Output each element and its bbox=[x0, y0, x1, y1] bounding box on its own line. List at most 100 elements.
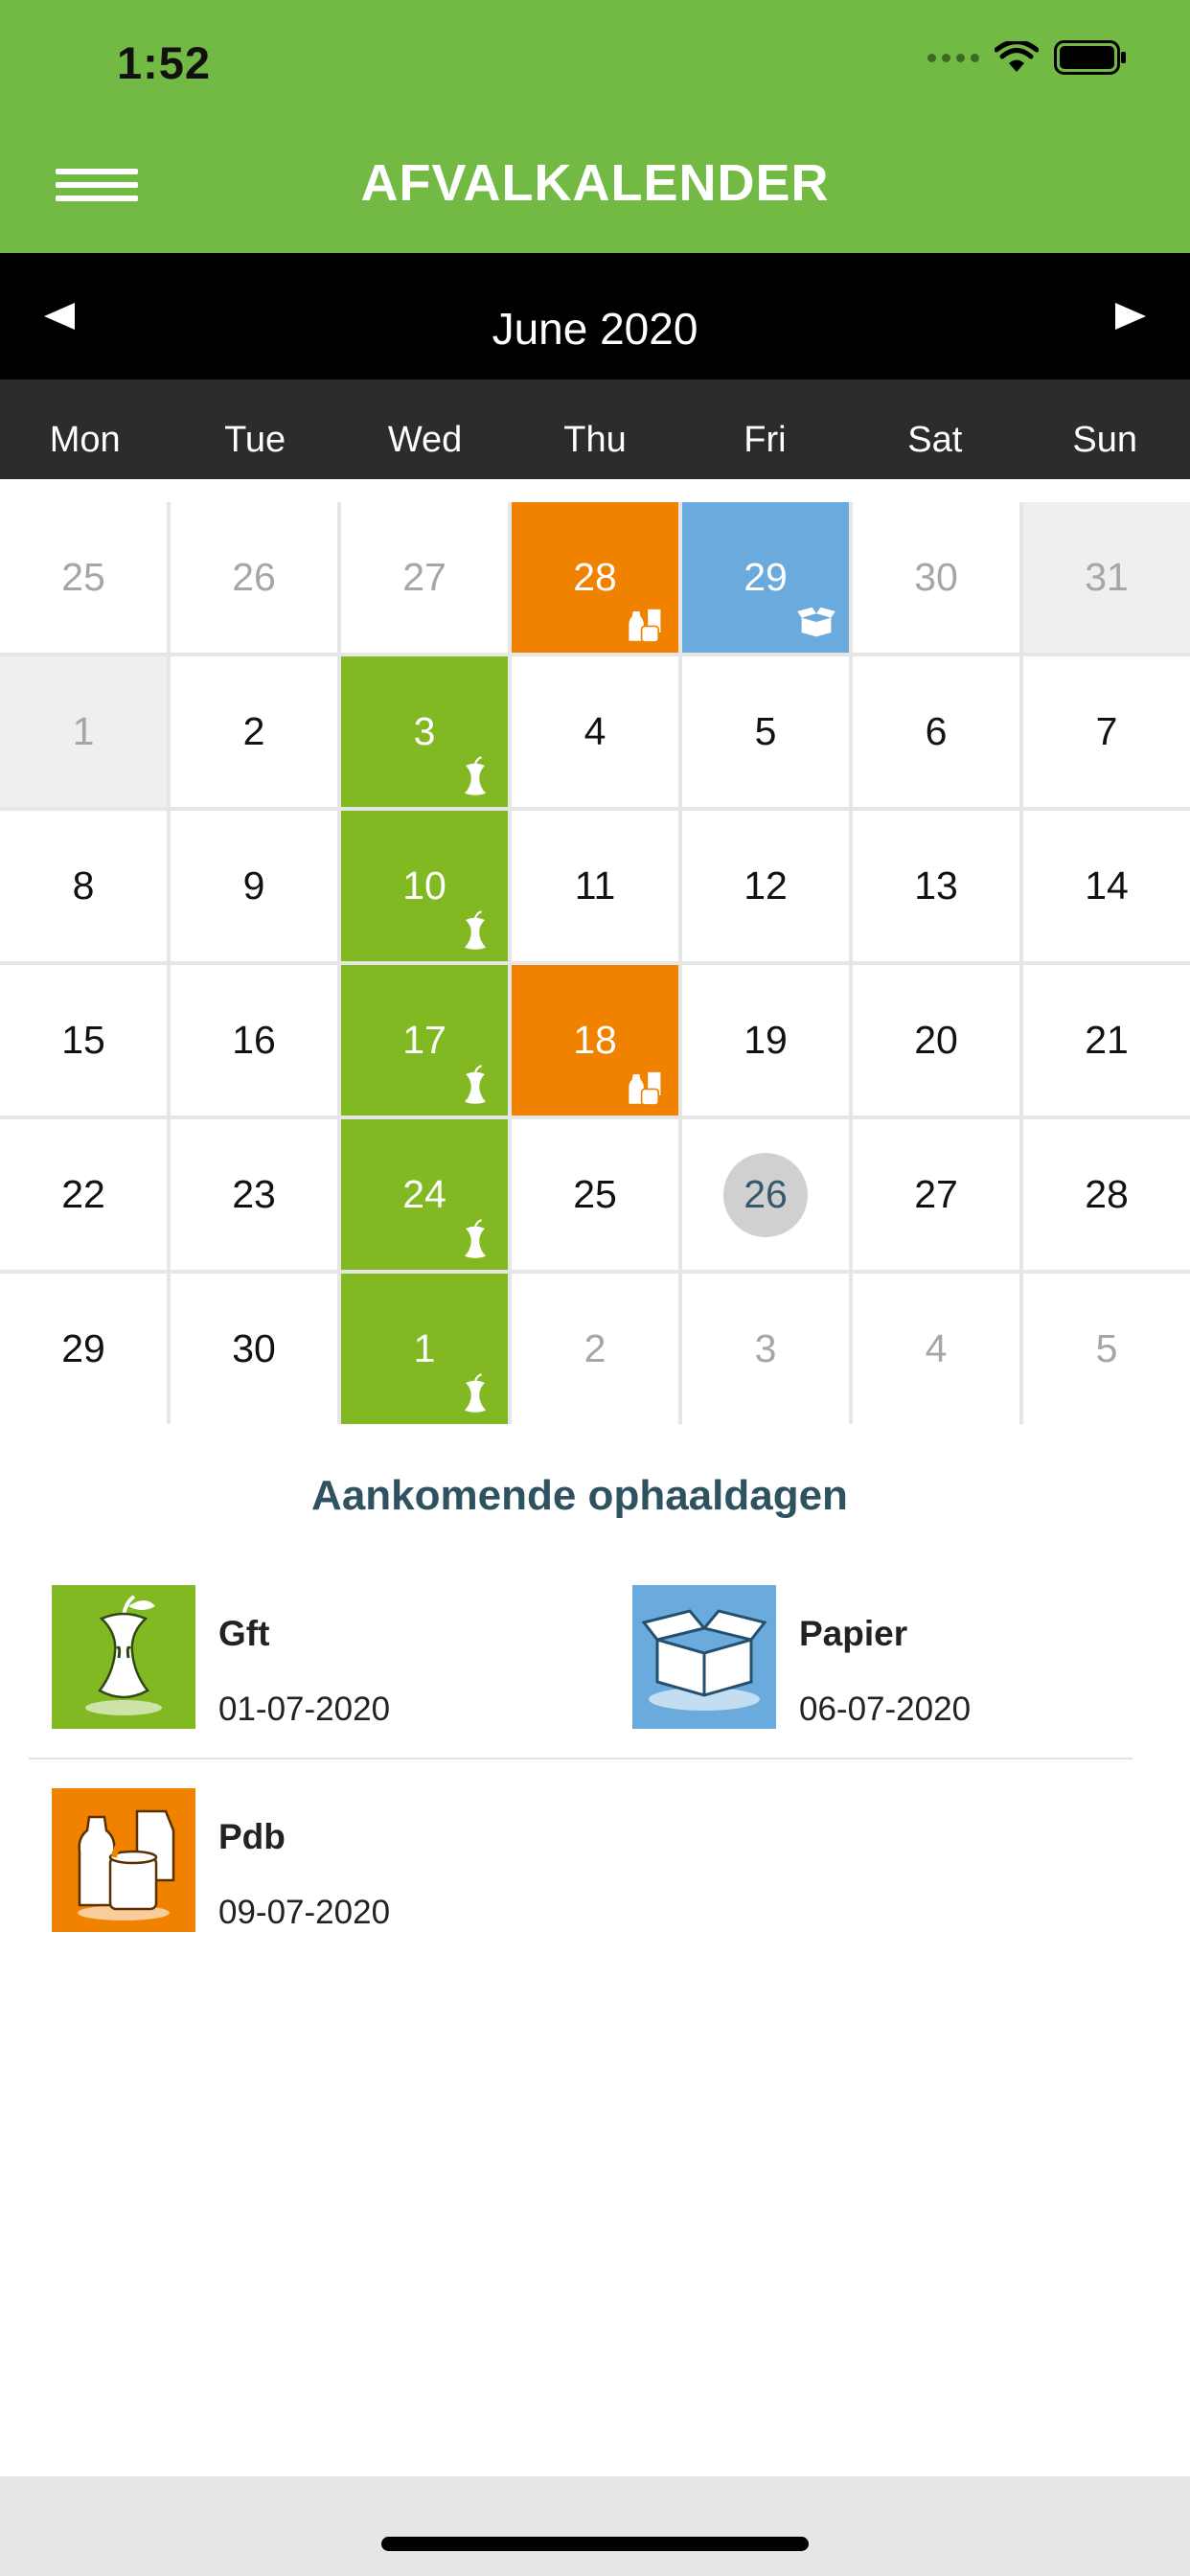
day-number: 4 bbox=[584, 709, 606, 753]
item-date: 06-07-2020 bbox=[799, 1690, 972, 1728]
calendar-day-cell[interactable]: 29 bbox=[0, 1274, 167, 1424]
wifi-icon bbox=[995, 41, 1039, 72]
day-number: 16 bbox=[232, 1018, 276, 1062]
triangle-right-icon[interactable] bbox=[1111, 297, 1150, 335]
calendar-day-cell[interactable]: 12 bbox=[682, 811, 849, 961]
list-divider bbox=[29, 1758, 1133, 1760]
day-number: 9 bbox=[242, 863, 265, 908]
calendar-day-cell[interactable]: 2 bbox=[512, 1274, 678, 1424]
calendar-day-cell[interactable]: 5 bbox=[1023, 1274, 1190, 1424]
calendar-day-cell[interactable]: 18 bbox=[512, 965, 678, 1116]
day-number: 3 bbox=[413, 709, 436, 753]
calendar-day-cell[interactable]: 3 bbox=[682, 1274, 849, 1424]
day-number: 6 bbox=[925, 709, 948, 753]
calendar-day-cell[interactable]: 27 bbox=[341, 502, 508, 653]
day-number: 13 bbox=[914, 863, 958, 908]
upcoming-title: Aankomende ophaaldagen bbox=[311, 1472, 848, 1519]
calendar-day-cell[interactable]: 31 bbox=[1023, 502, 1190, 653]
apple-core-icon bbox=[465, 1373, 486, 1413]
calendar-day-cell[interactable]: 11 bbox=[512, 811, 678, 961]
item-date: 01-07-2020 bbox=[218, 1690, 391, 1728]
day-number: 28 bbox=[573, 555, 617, 599]
calendar-day-cell[interactable]: 14 bbox=[1023, 811, 1190, 961]
day-number: 8 bbox=[72, 863, 95, 908]
bottles-cans-icon bbox=[52, 1788, 195, 1932]
calendar-day-cell[interactable]: 9 bbox=[171, 811, 337, 961]
calendar-day-cell[interactable]: 17 bbox=[341, 965, 508, 1116]
calendar-day-cell[interactable]: 4 bbox=[853, 1274, 1019, 1424]
day-number: 31 bbox=[1085, 555, 1129, 599]
status-time: 1:52 bbox=[117, 37, 212, 88]
upcoming-item-gft[interactable]: Gft 01-07-2020 bbox=[52, 1585, 390, 1729]
day-number: 24 bbox=[402, 1172, 446, 1216]
day-number: 22 bbox=[61, 1172, 105, 1216]
calendar-day-cell[interactable]: 7 bbox=[1023, 656, 1190, 807]
battery-icon bbox=[1054, 40, 1126, 75]
calendar-day-cell[interactable]: 16 bbox=[171, 965, 337, 1116]
home-indicator-area bbox=[0, 2476, 1190, 2576]
triangle-left-icon[interactable] bbox=[40, 297, 79, 335]
calendar-day-cell[interactable]: 6 bbox=[853, 656, 1019, 807]
menu-button[interactable] bbox=[56, 169, 138, 207]
upcoming-item-pdb[interactable]: Pdb 09-07-2020 bbox=[52, 1788, 390, 1932]
calendar-day-cell[interactable]: 27 bbox=[853, 1119, 1019, 1270]
item-name: Pdb bbox=[218, 1817, 286, 1856]
upcoming-item-papier[interactable]: Papier 06-07-2020 bbox=[632, 1585, 971, 1729]
calendar-day-cell[interactable]: 24 bbox=[341, 1119, 508, 1270]
day-number: 2 bbox=[242, 709, 265, 753]
calendar-day-cell[interactable]: 22 bbox=[0, 1119, 167, 1270]
calendar-day-cell[interactable]: 8 bbox=[0, 811, 167, 961]
day-number: 11 bbox=[574, 863, 616, 908]
calendar-day-cell[interactable]: 13 bbox=[853, 811, 1019, 961]
day-number: 18 bbox=[573, 1018, 617, 1062]
day-number: 19 bbox=[744, 1018, 788, 1062]
calendar-day-cell[interactable]: 25 bbox=[512, 1119, 678, 1270]
calendar-day-cell[interactable]: 19 bbox=[682, 965, 849, 1116]
apple-core-icon bbox=[465, 910, 486, 950]
day-number: 29 bbox=[61, 1326, 105, 1370]
apple-core-icon bbox=[465, 1065, 486, 1104]
bottles-cans-icon bbox=[629, 1071, 661, 1106]
day-number: 27 bbox=[402, 555, 446, 599]
weekday-header: Mon Tue Wed Thu Fri Sat Sun bbox=[0, 380, 1190, 479]
calendar-day-cell[interactable]: 25 bbox=[0, 502, 167, 653]
calendar-day-cell[interactable]: 15 bbox=[0, 965, 167, 1116]
calendar-day-cell[interactable]: 21 bbox=[1023, 965, 1190, 1116]
calendar-day-cell[interactable]: 29 bbox=[682, 502, 849, 653]
day-number: 23 bbox=[232, 1172, 276, 1216]
calendar-day-cell[interactable]: 10 bbox=[341, 811, 508, 961]
status-icons bbox=[927, 40, 1129, 75]
calendar-day-cell[interactable]: 2 bbox=[171, 656, 337, 807]
day-number: 21 bbox=[1085, 1018, 1129, 1062]
calendar-day-cell[interactable]: 26 bbox=[682, 1119, 849, 1270]
calendar-day-cell[interactable]: 4 bbox=[512, 656, 678, 807]
day-number: 5 bbox=[1095, 1326, 1118, 1370]
home-indicator[interactable] bbox=[381, 2537, 809, 2551]
day-number: 27 bbox=[914, 1172, 958, 1216]
status-bar: 1:52 bbox=[0, 0, 1190, 125]
calendar-day-cell[interactable]: 26 bbox=[171, 502, 337, 653]
calendar-day-cell[interactable]: 3 bbox=[341, 656, 508, 807]
calendar-day-cell[interactable]: 28 bbox=[1023, 1119, 1190, 1270]
calendar-day-cell[interactable]: 20 bbox=[853, 965, 1019, 1116]
weekday-label: Mon bbox=[49, 420, 121, 460]
day-number: 20 bbox=[914, 1018, 958, 1062]
day-number: 30 bbox=[232, 1326, 276, 1370]
calendar-day-cell[interactable]: 30 bbox=[853, 502, 1019, 653]
weekday-label: Sat bbox=[907, 420, 963, 460]
apple-core-icon bbox=[52, 1585, 195, 1729]
apple-core-icon bbox=[465, 1219, 486, 1258]
calendar-day-cell[interactable]: 30 bbox=[171, 1274, 337, 1424]
calendar-day-cell[interactable]: 28 bbox=[512, 502, 678, 653]
day-number: 1 bbox=[413, 1326, 436, 1370]
item-name: Papier bbox=[799, 1614, 908, 1653]
day-number: 26 bbox=[232, 555, 276, 599]
calendar-day-cell[interactable]: 5 bbox=[682, 656, 849, 807]
weekday-label: Fri bbox=[744, 420, 787, 460]
calendar-day-cell[interactable]: 1 bbox=[341, 1274, 508, 1424]
weekday-label: Sun bbox=[1072, 420, 1138, 460]
calendar-day-cell[interactable]: 23 bbox=[171, 1119, 337, 1270]
day-number: 25 bbox=[573, 1172, 617, 1216]
calendar-day-cell[interactable]: 1 bbox=[0, 656, 167, 807]
weekday-label: Thu bbox=[563, 420, 627, 460]
